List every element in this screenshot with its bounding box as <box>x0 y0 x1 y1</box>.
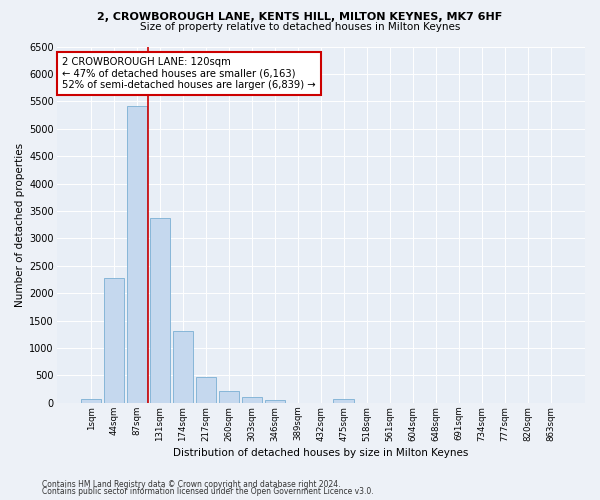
Text: Contains HM Land Registry data © Crown copyright and database right 2024.: Contains HM Land Registry data © Crown c… <box>42 480 341 489</box>
X-axis label: Distribution of detached houses by size in Milton Keynes: Distribution of detached houses by size … <box>173 448 469 458</box>
Bar <box>173 331 193 403</box>
Bar <box>127 106 148 403</box>
Bar <box>196 376 216 403</box>
Bar <box>242 397 262 403</box>
Text: Contains public sector information licensed under the Open Government Licence v3: Contains public sector information licen… <box>42 487 374 496</box>
Text: 2 CROWBOROUGH LANE: 120sqm
← 47% of detached houses are smaller (6,163)
52% of s: 2 CROWBOROUGH LANE: 120sqm ← 47% of deta… <box>62 57 316 90</box>
Bar <box>104 278 124 403</box>
Y-axis label: Number of detached properties: Number of detached properties <box>15 142 25 307</box>
Bar <box>218 392 239 403</box>
Bar <box>265 400 285 403</box>
Text: 2, CROWBOROUGH LANE, KENTS HILL, MILTON KEYNES, MK7 6HF: 2, CROWBOROUGH LANE, KENTS HILL, MILTON … <box>97 12 503 22</box>
Bar <box>81 398 101 403</box>
Bar <box>334 399 354 403</box>
Bar <box>149 218 170 403</box>
Text: Size of property relative to detached houses in Milton Keynes: Size of property relative to detached ho… <box>140 22 460 32</box>
